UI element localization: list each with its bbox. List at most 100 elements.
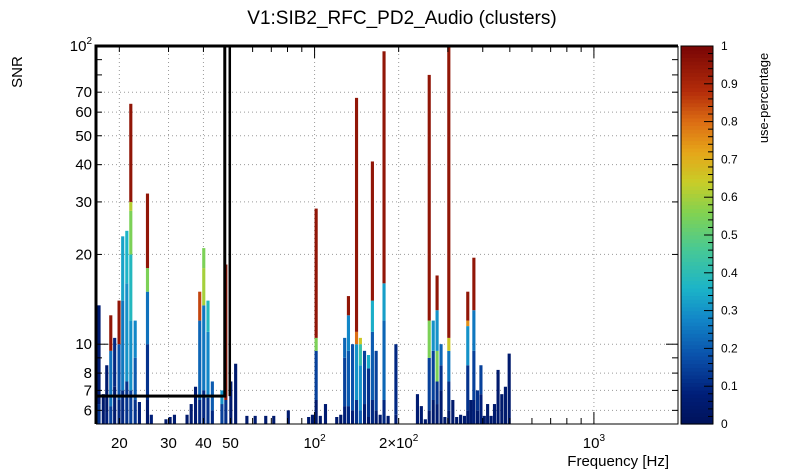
colorbar-segment [681, 189, 713, 195]
colorbar-segment [681, 216, 713, 221]
heatmap-cell [224, 399, 228, 424]
heatmap-cell [435, 275, 439, 311]
colorbar-segment [681, 344, 713, 349]
heatmap-cell [346, 406, 351, 424]
colorbar-segment [681, 265, 713, 270]
heatmap-cell [117, 399, 121, 424]
heatmap-cell [149, 414, 153, 424]
x-tick-label: 103 [583, 433, 606, 452]
heatmap-cell [472, 310, 476, 351]
heatmap-cell [189, 404, 193, 424]
colorbar-segment [681, 276, 713, 281]
heatmap-cell [210, 410, 214, 424]
heatmap-cell [323, 404, 328, 424]
heatmap-cell [469, 399, 473, 424]
colorbar-segment [681, 72, 713, 77]
heatmap-cell [125, 381, 129, 424]
heatmap-cell [121, 236, 125, 301]
colorbar-segment [681, 144, 713, 149]
heatmap-cell [168, 417, 172, 424]
colorbar-segment [681, 378, 713, 384]
axis-ticks [96, 45, 679, 424]
colorbar-segment [681, 121, 713, 126]
heatmap-cell [220, 404, 224, 424]
colorbar-segment [681, 306, 713, 312]
colorbar-segment [681, 321, 713, 327]
colorbar-segment [681, 61, 713, 66]
heatmap-cell [447, 46, 451, 338]
heatmap-cell [366, 417, 371, 424]
colorbar-segment [681, 166, 713, 172]
heatmap-cell [109, 315, 113, 351]
colorbar-segment [681, 287, 713, 293]
colorbar-segment [681, 125, 713, 130]
heatmap-cell [370, 399, 374, 424]
heatmap-cell [447, 337, 451, 351]
colorbar-tick-label: 0.3 [721, 304, 738, 318]
heatmap-cell [109, 350, 113, 407]
heatmap-cell [354, 331, 359, 345]
colorbar-segment [681, 91, 713, 96]
colorbar-segment [681, 117, 713, 123]
heatmap-cell [343, 337, 347, 358]
colorbar-segment [681, 238, 713, 244]
colorbar-segment [681, 280, 713, 285]
heatmap-cell [370, 300, 374, 332]
heatmap-cell [362, 350, 367, 405]
colorbar-segment [681, 53, 713, 58]
colorbar-segment [681, 87, 713, 92]
colorbar-segment [681, 235, 713, 240]
colorbar-segment [681, 314, 713, 319]
heatmap-cell [447, 350, 451, 382]
heatmap-cell [500, 394, 504, 424]
heatmap-cell [374, 410, 378, 424]
colorbar-segment [681, 140, 713, 145]
colorbar-segment [681, 269, 713, 274]
heatmap-cell [234, 363, 238, 424]
plot-frame-bottom-right [96, 46, 679, 425]
colorbar-segment [681, 363, 713, 368]
heatmap-cell [339, 414, 343, 424]
heatmap-cell [439, 344, 443, 366]
heatmap-cell [431, 399, 435, 424]
colorbar-segment [681, 114, 713, 119]
heatmap-cell [97, 404, 101, 424]
heatmap-cell [382, 399, 386, 424]
heatmap-cell [117, 300, 121, 345]
heatmap-cell [206, 300, 210, 332]
colorbar-segment [681, 178, 713, 183]
colorbar-tick-label: 0.7 [721, 152, 738, 166]
colorbar-segment [681, 367, 713, 372]
colorbar-segment [681, 295, 713, 300]
heatmap-cell [382, 320, 386, 400]
colorbar-segment [681, 185, 713, 191]
heatmap-cell [386, 415, 390, 424]
colorbar-segment [681, 57, 713, 62]
heatmap-cell [206, 331, 210, 399]
heatmap-cell [354, 97, 359, 332]
heatmap-cell [202, 305, 206, 391]
x-tick-label: 30 [160, 435, 177, 452]
heatmap-cell [439, 390, 443, 424]
colorbar-label: use-percentage [756, 53, 771, 143]
heatmap-cell [431, 320, 435, 351]
heatmap-cell [105, 412, 109, 424]
colorbar-segment [681, 303, 713, 308]
colorbar-segment [681, 80, 713, 85]
colorbar-segment [681, 329, 713, 334]
heatmap-cell [314, 399, 318, 424]
colorbar-segment [681, 299, 713, 304]
heatmap-cell [121, 390, 125, 424]
colorbar-segment [681, 155, 713, 160]
heatmap-cell [370, 331, 374, 400]
colorbar-segment [681, 227, 713, 232]
heatmap-cell [133, 357, 137, 400]
heatmap-cell [435, 404, 439, 424]
heatmap-cell [172, 414, 177, 424]
heatmap-cell [145, 399, 150, 424]
colorbar-segment [681, 310, 713, 315]
heatmap-cell [492, 404, 497, 424]
heatmap-cell [145, 291, 150, 345]
colorbar-tick-label: 0 [721, 417, 728, 431]
colorbar-segment [681, 291, 713, 297]
